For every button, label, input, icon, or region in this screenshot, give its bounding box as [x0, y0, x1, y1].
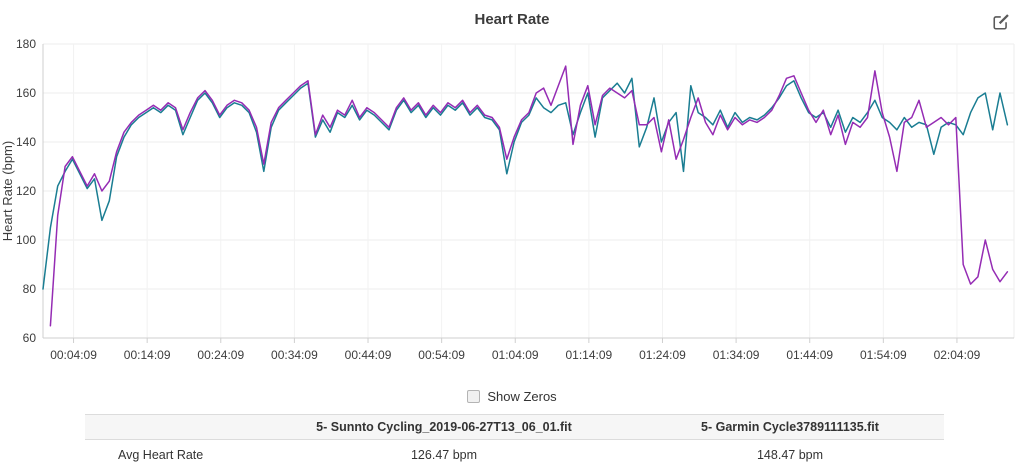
y-tick-label: 120 [16, 184, 36, 198]
y-tick-label: 80 [23, 282, 37, 296]
hr-series-suunto [49, 65, 1009, 327]
summary-table: 5- Sunnto Cycling_2019-06-27T13_06_01.fi… [85, 414, 944, 470]
x-tick-label: 01:34:09 [713, 348, 760, 362]
y-tick-label: 160 [16, 86, 36, 100]
header-cell-empty [85, 414, 252, 440]
x-tick-label: 00:34:09 [271, 348, 318, 362]
page-title: Heart Rate [474, 11, 550, 28]
y-axis-title: Heart Rate (bpm) [0, 141, 15, 241]
avg-hr-garmin-value: 148.47 bpm [756, 448, 824, 462]
x-tick-label: 01:44:09 [786, 348, 833, 362]
x-tick-label: 02:04:09 [934, 348, 981, 362]
x-tick-label: 00:04:09 [50, 348, 97, 362]
show-zeros-control: Show Zeros [0, 386, 1024, 406]
hr-series-garmin [42, 77, 1009, 290]
x-tick-label: 00:54:09 [418, 348, 465, 362]
edit-icon [993, 13, 1009, 30]
show-zeros-label: Show Zeros [487, 388, 557, 404]
y-tick-label: 100 [16, 233, 36, 247]
y-tick-label: 180 [16, 37, 36, 51]
show-zeros-checkbox[interactable] [467, 389, 481, 403]
x-tick-label: 00:14:09 [124, 348, 171, 362]
x-tick-label: 00:24:09 [197, 348, 244, 362]
x-tick-label: 01:04:09 [492, 348, 539, 362]
y-tick-label: 60 [23, 331, 37, 345]
x-tick-label: 00:44:09 [345, 348, 392, 362]
heart-rate-chart: 60 80 100 120 140 160 180 00:04:09 00:14:09 00:24… [0, 37, 1015, 362]
avg-hr-suunto-value: 126.47 bpm [410, 448, 478, 462]
row-label-avg-heart-rate: Avg Heart Rate [118, 448, 204, 462]
header-cell-garmin-file: 5- Garmin Cycle3789111135.fit [636, 414, 944, 440]
header-cell-suunto-file: 5- Sunnto Cycling_2019-06-27T13_06_01.fi… [252, 414, 636, 440]
x-tick-label: 01:54:09 [860, 348, 907, 362]
table-header-row: 5- Sunnto Cycling_2019-06-27T13_06_01.fi… [85, 414, 944, 440]
table-row: Avg Heart Rate 126.47 bpm 148.47 bpm [85, 440, 944, 471]
x-tick-label: 01:24:09 [639, 348, 686, 362]
y-tick-label: 140 [16, 135, 36, 149]
edit-chart-button[interactable] [990, 12, 1012, 34]
x-tick-label: 01:14:09 [566, 348, 613, 362]
